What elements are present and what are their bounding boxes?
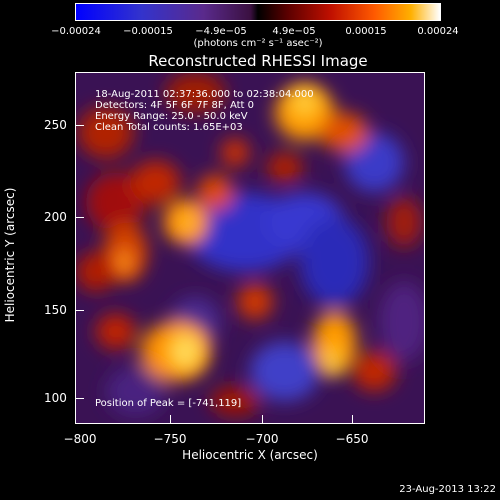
x-tick-mark — [352, 415, 353, 423]
x-tick-label: −700 — [245, 432, 279, 446]
peak-position-text: Position of Peak = [-741,119] — [95, 398, 242, 409]
algorithm-text: Clean Total counts: 1.65E+03 — [95, 122, 243, 133]
colorbar-tick: −0.00015 — [123, 26, 173, 37]
rhessi-image-map — [76, 73, 424, 423]
colorbar-tick: 4.9e−05 — [272, 26, 316, 37]
y-tick-mark — [76, 310, 84, 311]
y-tick-mark — [76, 398, 84, 399]
colorbar — [75, 3, 441, 21]
x-tick-mark — [170, 415, 171, 423]
y-tick-label: 150 — [44, 303, 67, 317]
x-tick-mark — [262, 415, 263, 423]
colorbar-tick: −0.00024 — [51, 26, 101, 37]
colorbar-tick: 0.00015 — [345, 26, 387, 37]
x-tick-label: −750 — [153, 432, 187, 446]
x-tick-label: −800 — [63, 432, 97, 446]
y-axis-label: Heliocentric Y (arcsec) — [3, 187, 17, 323]
colorbar-tick: 0.00024 — [417, 26, 459, 37]
y-tick-label: 100 — [44, 391, 67, 405]
y-tick-mark — [76, 125, 84, 126]
image-title: Reconstructed RHESSI Image — [148, 52, 368, 70]
x-tick-label: −650 — [335, 432, 369, 446]
detectors-text: Detectors: 4F 5F 6F 7F 8F, Att 0 — [95, 100, 255, 111]
generation-date: 23-Aug-2013 13:22 — [399, 484, 496, 495]
colorbar-units: (photons cm⁻² s⁻¹ asec⁻²) — [193, 38, 323, 49]
time-range-text: 18-Aug-2011 02:37:36.000 to 02:38:04.000 — [95, 89, 314, 100]
y-tick-mark — [76, 217, 84, 218]
y-tick-label: 250 — [44, 118, 67, 132]
energy-range-text: Energy Range: 25.0 - 50.0 keV — [95, 111, 248, 122]
y-tick-label: 200 — [44, 210, 67, 224]
colorbar-tick: −4.9e−05 — [195, 26, 247, 37]
x-axis-label: Heliocentric X (arcsec) — [182, 448, 318, 462]
rhessi-image-panel — [75, 72, 425, 424]
